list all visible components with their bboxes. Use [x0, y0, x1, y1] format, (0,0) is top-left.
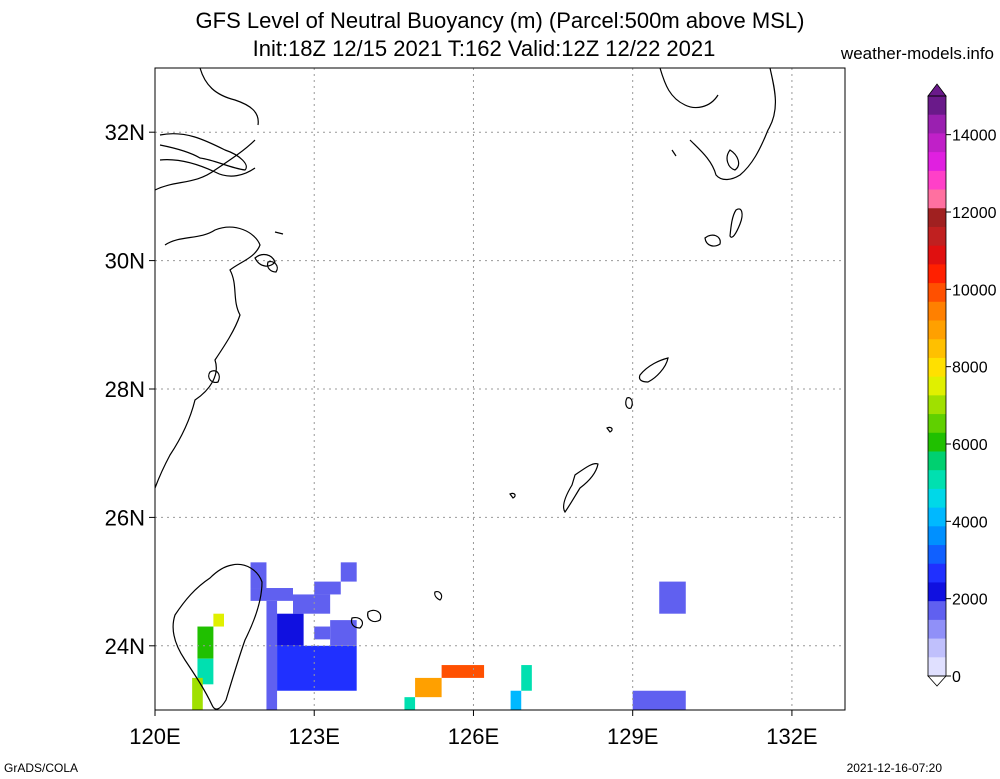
- colorbar-label-6: 2000: [952, 592, 988, 609]
- colorbar-segment-11: [928, 301, 946, 322]
- chart-subtitle: Init:18Z 12/15 2021 T:162 Valid:12Z 12/2…: [252, 36, 716, 61]
- field-cell-1: [250, 588, 293, 601]
- island-okinoerabu: [606, 426, 613, 433]
- colorbar-label-5: 4000: [952, 514, 988, 531]
- colorbar-segment-9: [928, 264, 946, 284]
- colorbar-segment-12: [928, 320, 946, 340]
- lat-tick-label-1: 30N: [105, 249, 145, 274]
- field-cell-2: [293, 594, 331, 614]
- island-koshiki: [671, 149, 677, 157]
- island-small-1: [274, 231, 284, 235]
- axis-ticks: 120E 123E 126E 129E 132E 32N 30N 28N 26N 24N: [105, 120, 818, 749]
- colorbar-segment-17: [928, 414, 946, 434]
- lon-tick-label-4: 132E: [766, 724, 817, 749]
- colorbar-label-1: 12000: [952, 205, 997, 222]
- colorbar-segment-19: [928, 451, 946, 471]
- colorbar-segment-3: [928, 152, 946, 172]
- colorbar-segment-2: [928, 133, 946, 153]
- island-tokunoshima: [625, 397, 633, 409]
- lat-tick-label-2: 28N: [105, 377, 145, 402]
- island-iriomote: [350, 617, 364, 629]
- field-cell-9: [314, 626, 331, 640]
- field-cell-16: [404, 697, 416, 710]
- colorbar-segment-18: [928, 432, 946, 452]
- island-small-2: [208, 370, 220, 383]
- colorbar-segment-6: [928, 208, 946, 228]
- coast-taiwan: [172, 563, 263, 710]
- colorbar-max-arrow: [927, 83, 947, 97]
- chart-title: GFS Level of Neutral Buoyancy (m) (Parce…: [195, 8, 805, 33]
- lat-tick-label-0: 32N: [105, 120, 145, 145]
- lon-tick-label-0: 120E: [129, 724, 180, 749]
- field-cell-13: [192, 677, 203, 710]
- island-amami: [638, 357, 669, 383]
- field-cell-17: [521, 665, 532, 691]
- island-zhoushan-2: [266, 261, 278, 273]
- colorbar-segment-23: [928, 526, 946, 546]
- colorbar-segment-28: [928, 619, 946, 640]
- coast-mainland: [155, 68, 261, 489]
- field-cell-19: [659, 581, 686, 614]
- colorbar-segment-21: [928, 488, 946, 509]
- site-credit: weather-models.info: [840, 44, 994, 63]
- colorbar-segment-24: [928, 545, 946, 565]
- field-cell-15: [415, 677, 442, 698]
- map-gridlines: [155, 68, 845, 710]
- colorbar-label-4: 6000: [952, 437, 988, 454]
- island-miyako: [434, 591, 443, 601]
- coast-kyushu: [659, 68, 777, 181]
- colorbar-label-0: 14000: [952, 128, 997, 145]
- lon-tick-label-1: 123E: [289, 724, 340, 749]
- colorbar-segment-4: [928, 170, 946, 191]
- colorbar-segment-20: [928, 470, 946, 490]
- footer-software: GrADS/COLA: [4, 761, 79, 775]
- colorbar: 14000 12000 10000 8000 6000 4000 2000 0: [927, 83, 997, 687]
- field-cell-10: [213, 613, 224, 627]
- field-cell-4: [340, 562, 357, 582]
- colorbar-segment-25: [928, 563, 946, 583]
- colorbar-segment-15: [928, 376, 946, 396]
- coastlines: [155, 68, 777, 710]
- footer-timestamp: 2021-12-16-07:20: [846, 761, 942, 775]
- colorbar-segment-30: [928, 657, 946, 677]
- colorbar-min-arrow: [927, 675, 947, 687]
- field-cell-3: [314, 581, 341, 595]
- lon-tick-label-3: 129E: [607, 724, 658, 749]
- field-cell-20: [632, 690, 686, 710]
- island-tanegashima: [729, 208, 743, 238]
- field-cell-5: [266, 600, 278, 710]
- lat-tick-label-4: 24N: [105, 634, 145, 659]
- colorbar-segment-29: [928, 638, 946, 658]
- colorbar-segment-13: [928, 339, 946, 359]
- island-kume: [509, 492, 516, 499]
- buoyancy-field: [192, 562, 686, 710]
- island-okinawa: [562, 463, 599, 514]
- lon-tick-label-2: 126E: [448, 724, 499, 749]
- field-cell-6: [277, 613, 304, 646]
- colorbar-label-7: 0: [952, 669, 961, 686]
- island-yakushima: [704, 234, 721, 247]
- colorbar-segment-27: [928, 601, 946, 621]
- field-cell-11: [197, 626, 214, 659]
- colorbar-frame: [927, 95, 947, 677]
- island-ishigaki: [367, 609, 382, 623]
- colorbar-segment-10: [928, 283, 946, 303]
- colorbar-segment-14: [928, 357, 946, 378]
- colorbar-segment-1: [928, 114, 946, 134]
- colorbar-segment-8: [928, 245, 946, 265]
- colorbar-segment-16: [928, 395, 946, 415]
- colorbar-segment-26: [928, 582, 946, 602]
- colorbar-segment-0: [928, 96, 946, 116]
- colorbar-segment-7: [928, 226, 946, 247]
- colorbar-segment-22: [928, 507, 946, 527]
- lat-tick-label-3: 26N: [105, 505, 145, 530]
- colorbar-label-3: 8000: [952, 360, 988, 377]
- colorbar-label-2: 10000: [952, 282, 997, 299]
- island-zhoushan-1: [254, 253, 276, 267]
- field-cell-14: [441, 665, 485, 678]
- colorbar-segment-5: [928, 189, 946, 209]
- field-cell-18: [510, 690, 522, 710]
- field-cell-7: [277, 645, 357, 691]
